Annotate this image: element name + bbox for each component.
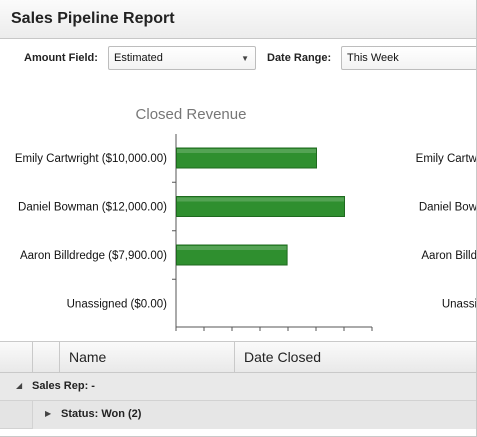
second-chart-label: Daniel Bow [419,202,477,214]
subgroup-cell: ▶ Status: Won (2) [32,401,476,429]
subgroup-label: Status: Won (2) [61,408,142,420]
results-grid: Name Date Closed ◢ Sales Rep: - ▶ Status… [0,341,476,436]
column-header-name[interactable]: Name [69,349,107,365]
group-row-status[interactable]: ▶ Status: Won (2) [0,401,476,429]
bar [176,147,317,169]
date-range-value: This Week [347,52,399,64]
category-label: Unassigned ($0.00) [67,299,168,311]
column-header-date-closed[interactable]: Date Closed [244,349,322,365]
column-separator [32,342,33,374]
bar [176,244,288,266]
collapse-triangle-icon[interactable]: ◢ [16,381,23,390]
window-title: Sales Pipeline Report [11,10,175,27]
date-range-label: Date Range: [267,52,332,64]
category-label: Aaron Billdredge ($7,900.00) [20,250,167,262]
revenue-chart: Emily Cartwright ($10,000.00) Daniel Bowm… [15,134,477,331]
bar-highlight [177,149,316,153]
group-label: Sales Rep: - [32,380,95,392]
bar-highlight [177,246,287,250]
category-label: Emily Cartwright ($10,000.00) [15,153,167,165]
column-separator [59,342,60,374]
group-row-sales-rep[interactable]: ◢ Sales Rep: - [0,373,476,401]
amount-field-select[interactable]: Estimated ▼ [108,46,256,70]
bar-highlight [177,197,344,202]
category-label: Daniel Bowman ($12,000.00) [18,202,167,214]
second-chart-label: Unassi [442,299,477,311]
amount-field-value: Estimated [114,52,163,64]
dropdown-arrow-icon: ▼ [241,54,249,63]
second-chart-label: Aaron Billd [421,250,477,262]
second-chart-label: Emily Cartw [416,153,477,165]
column-separator [234,342,235,374]
amount-field-label: Amount Field: [24,52,98,64]
date-range-select[interactable]: This Week [341,46,476,70]
bar [176,196,345,217]
expand-triangle-icon[interactable]: ▶ [45,409,52,418]
grid-header: Name Date Closed [0,341,476,374]
title-bar: Sales Pipeline Report [0,0,476,39]
chart-title: Closed Revenue [135,106,247,123]
